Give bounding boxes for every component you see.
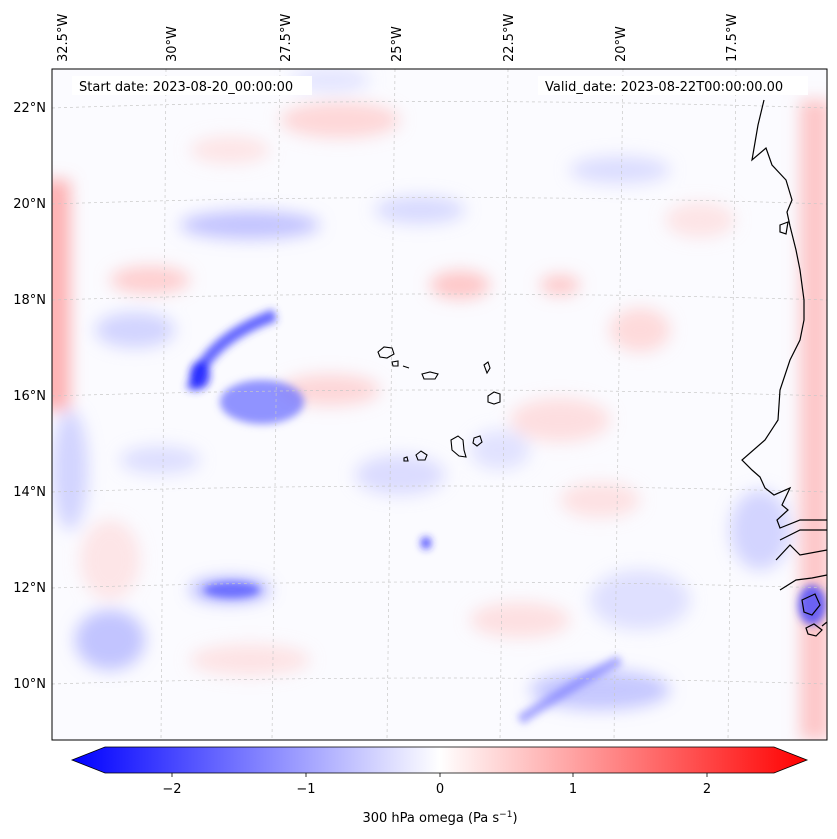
colorbar-title-close: ) bbox=[512, 811, 517, 826]
strong-features bbox=[186, 309, 826, 725]
lat-label: 14°N bbox=[13, 485, 46, 500]
latitude-labels: 22°N 20°N 18°N 16°N 14°N 12°N 10°N bbox=[13, 101, 46, 692]
lat-label: 18°N bbox=[13, 293, 46, 308]
graticule bbox=[52, 69, 827, 740]
lat-label: 22°N bbox=[13, 101, 46, 116]
lon-label: 20°W bbox=[614, 26, 629, 62]
cape-verde-islands bbox=[377, 346, 501, 462]
lat-label: 12°N bbox=[13, 581, 46, 596]
colorbar-tick-label: 1 bbox=[569, 782, 577, 797]
colorbar-title-exponent: −1 bbox=[499, 810, 512, 820]
map-frame bbox=[51, 68, 828, 741]
lon-label: 17.5°W bbox=[725, 14, 740, 62]
lon-label: 30°W bbox=[165, 26, 180, 62]
lon-label: 25°W bbox=[390, 26, 405, 62]
lat-label: 10°N bbox=[13, 677, 46, 692]
colorbar-tick-label: −2 bbox=[162, 782, 181, 797]
lon-label: 27.5°W bbox=[279, 14, 294, 62]
colorbar-title-text: 300 hPa omega (Pa s bbox=[362, 811, 499, 826]
colorbar-tick-label: −1 bbox=[296, 782, 315, 797]
west-african-coastline bbox=[741, 99, 828, 637]
colorbar-tick-marks bbox=[171, 773, 708, 777]
valid-date-label: Valid_date: 2023-08-22T00:00:00.00 bbox=[545, 80, 783, 95]
lat-label: 20°N bbox=[13, 197, 46, 212]
lat-label: 16°N bbox=[13, 389, 46, 404]
colorbar-title: 300 hPa omega (Pa s−1) bbox=[362, 810, 517, 826]
longitude-labels: 32.5°W 30°W 27.5°W 25°W 22.5°W 20°W 17.5… bbox=[56, 14, 740, 62]
omega-field bbox=[52, 69, 827, 740]
colorbar-tick-label: 0 bbox=[436, 782, 444, 797]
lon-label: 22.5°W bbox=[502, 14, 517, 62]
colorbar: −2 −1 0 1 2 300 hPa omega (Pa s−1) bbox=[70, 746, 809, 826]
valid-date-annotation: Valid_date: 2023-08-22T00:00:00.00 bbox=[538, 76, 808, 95]
start-date-label: Start date: 2023-08-20_00:00:00 bbox=[79, 80, 293, 95]
colorbar-tick-label: 2 bbox=[703, 782, 711, 797]
start-date-annotation: Start date: 2023-08-20_00:00:00 bbox=[72, 76, 312, 95]
colorbar-bar bbox=[70, 746, 809, 774]
lon-label: 32.5°W bbox=[56, 14, 71, 62]
